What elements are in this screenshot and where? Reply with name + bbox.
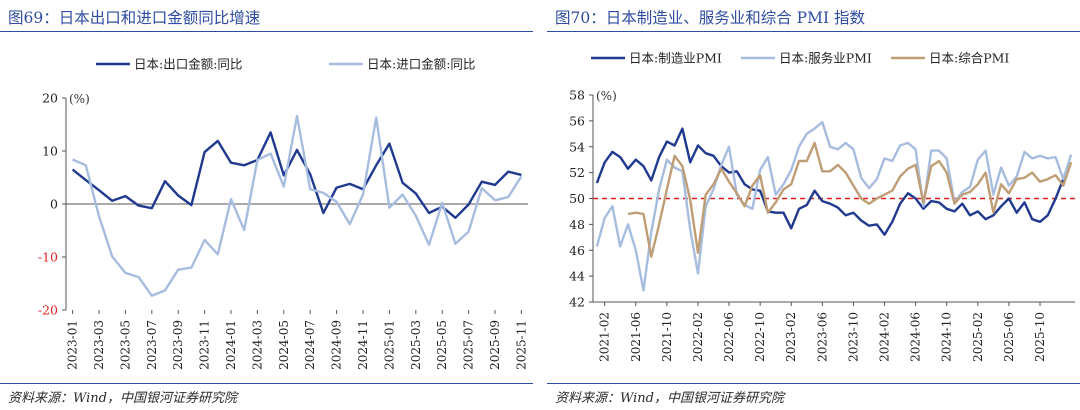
pmi-chart: 日本:制造业PMI 日本:服务业PMI 日本:综合PMI (%) 58 56 54 52 50 4… [569,51,1075,362]
y-tick-label: 46 [569,243,585,258]
series-line-1 [72,114,523,297]
y-tick-label: -20 [38,303,58,318]
x-tick-label: 2025-01 [382,320,396,370]
x-tick-label: 2025-11 [514,320,528,370]
x-tick-label: 2024-01 [224,320,238,370]
y-tick-label: 20 [42,91,58,106]
x-tick-label: 2023-06 [815,312,829,362]
series-line-0 [71,131,522,219]
x-tick-label: 2025-02 [971,312,985,362]
source-divider [0,383,533,384]
x-tick-label: 2024-07 [303,320,317,370]
y-tick-label: 56 [569,113,585,128]
y-tick-label: 58 [569,88,585,103]
x-tick-label: 2023-05 [118,320,132,370]
x-tick-label: 2025-05 [435,320,449,370]
y-tick-label: -10 [38,250,58,265]
x-tick-label: 2024-03 [250,320,264,370]
y-tick-label: 44 [569,269,585,284]
x-tick-label: 2024-10 [940,312,954,362]
y-tick-label: 48 [569,217,585,232]
y-tick-label: 54 [569,139,585,154]
title-divider [547,31,1080,32]
x-tick-label: 2025-03 [409,320,423,370]
export-import-chart: 日本:出口金额:同比 日本:进口金额:同比 (%) 20 10 0 -10 -20 2023-0… [38,57,529,370]
y-unit-label: (%) [69,92,90,106]
y-tick-label: 42 [569,295,585,310]
legend-label-1: 日本:服务业PMI [779,51,872,66]
legend-label-0: 日本:出口金额:同比 [134,57,242,72]
chart-title: 图69：日本出口和进口金额同比增速 [8,9,261,27]
x-tick-label: 2021-10 [660,312,674,362]
x-tick-label: 2024-02 [878,312,892,362]
x-tick-label: 2023-11 [198,320,212,370]
source-note: 资料来源：Wind，中国银河证券研究院 [8,391,237,406]
y-tick-label: 0 [50,197,58,212]
panel-pmi: 图70：日本制造业、服务业和综合 PMI 指数 日本:制造业PMI 日本:服务业P… [547,0,1080,410]
panel-export-import: 图69：日本出口和进口金额同比增速 日本:出口金额:同比 日本:进口金额:同比 (%… [0,0,533,410]
x-tick-label: 2023-09 [171,320,185,370]
x-tick-label: 2022-10 [753,312,767,362]
x-tick-label: 2023-02 [784,312,798,362]
x-tick-label: 2024-05 [277,320,291,370]
chart-title: 图70：日本制造业、服务业和综合 PMI 指数 [555,9,866,27]
y-tick-label: 50 [569,191,585,206]
y-unit-label: (%) [596,89,617,103]
y-tick-label: 10 [42,144,58,159]
x-tick-label: 2025-09 [488,320,502,370]
source-note: 资料来源：Wind，中国银河证券研究院 [555,391,784,406]
x-tick-label: 2023-01 [66,320,80,370]
x-tick-label: 2021-02 [598,312,612,362]
x-tick-label: 2023-07 [145,320,159,370]
legend-label-0: 日本:制造业PMI [629,51,722,66]
x-tick-label: 2023-10 [846,312,860,362]
x-tick-label: 2025-10 [1033,312,1047,362]
x-tick-label: 2023-03 [92,320,106,370]
x-tick-label: 2021-06 [629,312,643,362]
title-divider [0,31,533,32]
series-line-0 [595,127,1065,236]
x-tick-label: 2024-11 [356,320,370,370]
x-tick-label: 2025-07 [462,320,476,370]
source-divider [547,383,1080,384]
x-tick-label: 2024-06 [909,312,923,362]
y-tick-label: 52 [569,165,585,180]
x-tick-label: 2024-09 [330,320,344,370]
legend-label-1: 日本:进口金额:同比 [367,57,475,72]
x-tick-label: 2025-06 [1002,312,1016,362]
legend-label-2: 日本:综合PMI [929,51,1009,66]
x-tick-label: 2022-02 [691,312,705,362]
x-tick-label: 2022-06 [722,312,736,362]
series-line-2 [627,141,1073,258]
series-line-1 [595,121,1073,292]
